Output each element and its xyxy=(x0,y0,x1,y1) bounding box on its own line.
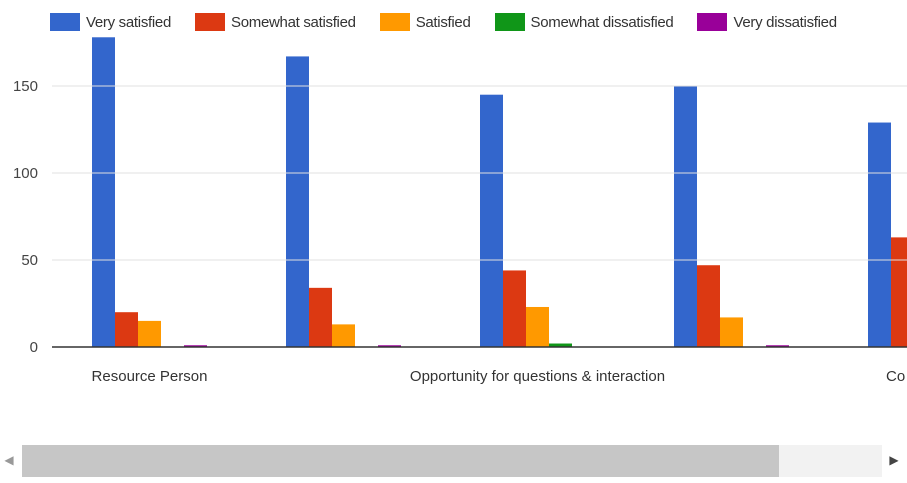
bar[interactable] xyxy=(697,265,720,347)
bar[interactable] xyxy=(184,345,207,347)
legend-swatch xyxy=(379,13,410,31)
scroll-thumb[interactable] xyxy=(22,445,779,477)
scroll-right-icon[interactable]: ▶ xyxy=(889,453,899,467)
bar[interactable] xyxy=(720,317,743,347)
bar[interactable] xyxy=(766,345,789,347)
bar[interactable] xyxy=(891,237,907,347)
bar[interactable] xyxy=(378,345,401,347)
bar-chart: 0 50 100 150 Resource Person Opportunity for … xyxy=(13,37,907,385)
y-tick-label: 50 xyxy=(21,252,38,269)
legend-item: Somewhat satisfied xyxy=(195,13,356,31)
legend-swatch xyxy=(697,13,728,31)
x-category-label: Co xyxy=(886,368,905,385)
bar[interactable] xyxy=(526,306,549,347)
bar[interactable] xyxy=(503,270,526,347)
legend-label: Very satisfied xyxy=(86,13,172,31)
x-category-label: Opportunity for questions & interaction xyxy=(410,368,665,385)
bar[interactable] xyxy=(480,94,503,347)
x-category-label: Resource Person xyxy=(92,368,208,385)
legend-item: Very dissatisfied xyxy=(697,13,837,31)
bar[interactable] xyxy=(674,86,697,347)
bar[interactable] xyxy=(92,37,115,347)
legend-label: Satisfied xyxy=(415,13,471,31)
legend-item: Satisfied xyxy=(379,13,471,31)
legend-item: Very satisfied xyxy=(50,13,171,31)
bar[interactable] xyxy=(868,122,891,347)
scroll-track[interactable] xyxy=(22,445,882,477)
y-tick-label: 150 xyxy=(13,78,38,95)
bar[interactable] xyxy=(138,320,161,347)
bar[interactable] xyxy=(286,56,309,348)
y-tick-label: 100 xyxy=(13,165,38,182)
bars xyxy=(92,37,907,348)
legend-swatch xyxy=(494,13,525,31)
bar[interactable] xyxy=(549,343,572,347)
legend-item: Somewhat dissatisfied xyxy=(494,13,674,31)
bar[interactable] xyxy=(115,312,138,347)
legend-label: Very dissatisfied xyxy=(733,13,837,31)
bar[interactable] xyxy=(309,287,332,347)
legend-swatch xyxy=(195,13,226,31)
legend-label: Somewhat satisfied xyxy=(231,13,356,31)
chart-legend: Very satisfied Somewhat satisfied Satisfie… xyxy=(50,8,861,36)
horizontal-scrollbar[interactable]: ◀ ▶ xyxy=(0,437,907,483)
legend-swatch xyxy=(50,13,80,31)
legend-label: Somewhat dissatisfied xyxy=(530,13,674,31)
bar[interactable] xyxy=(332,324,355,347)
scroll-left-icon[interactable]: ◀ xyxy=(4,453,14,467)
y-tick-label: 0 xyxy=(30,339,38,356)
